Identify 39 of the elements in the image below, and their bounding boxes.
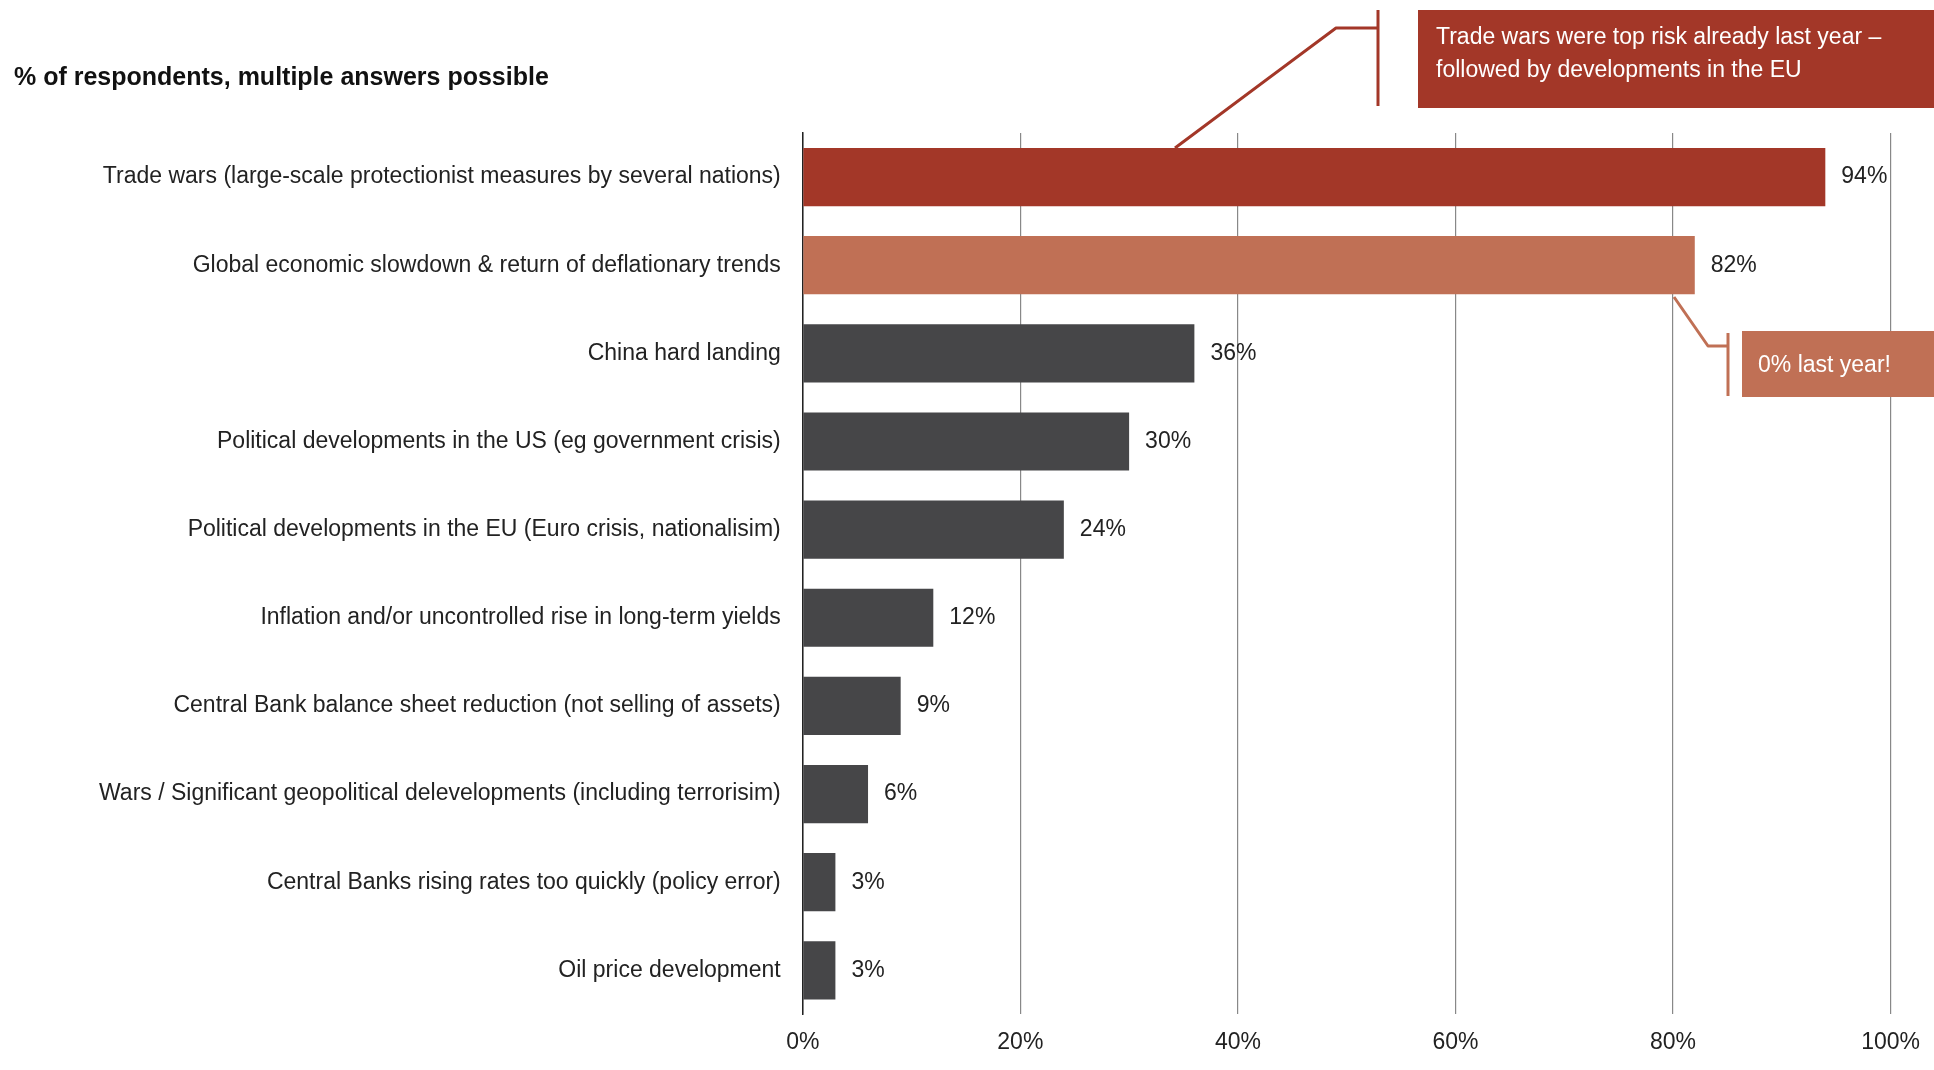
data-label: 3% [851, 955, 885, 982]
bar [803, 764, 869, 824]
data-label: 24% [1079, 514, 1126, 541]
y-tick-label: Global economic slowdown & return of deflationary trends [192, 250, 781, 277]
bar [803, 853, 836, 912]
bar [803, 941, 836, 1000]
y-tick-label: Trade wars (large-scale protectionist measures by several nations) [102, 162, 781, 189]
y-tick-label: Central Bank balance sheet reduction (not selling of assets) [173, 691, 781, 718]
bar [803, 147, 1826, 207]
text: % of respondents, multiple answers possible [14, 61, 549, 90]
x-tick-label: 0% [786, 1027, 820, 1054]
data-label: 94% [1841, 162, 1888, 189]
data-label: 3% [851, 867, 885, 894]
bar [803, 588, 934, 647]
y-tick-label: Central Banks rising rates too quickly (policy error) [266, 867, 781, 894]
y-tick-label: Oil price development [558, 955, 782, 982]
bar [803, 676, 901, 735]
bar [803, 412, 1130, 471]
y-tick-label: Political developments in the US (eg government crisis) [217, 426, 781, 453]
data-label: 30% [1145, 426, 1192, 453]
x-tick-label: 100% [1861, 1027, 1920, 1054]
bar [803, 236, 1695, 295]
x-tick-label: 20% [997, 1027, 1044, 1054]
x-tick-label: 60% [1432, 1027, 1479, 1054]
bar [803, 324, 1195, 383]
y-tick-label: Political developments in the EU (Euro crisis, nationalisim) [187, 514, 781, 541]
text: Trade wars were top risk already last year – followed by developments in the EU [1418, 10, 1934, 108]
y-tick-label: Inflation and/or uncontrolled rise in long-term yields [260, 603, 781, 630]
x-tick-label: 80% [1650, 1027, 1697, 1054]
data-label: 12% [949, 603, 996, 630]
data-label: 36% [1210, 338, 1257, 365]
data-label: 82% [1710, 250, 1757, 277]
x-tick-label: 40% [1214, 1027, 1261, 1054]
data-label: 9% [916, 691, 950, 718]
y-tick-label: Wars / Significant geopolitical delevelopments (including terrorisim) [98, 779, 781, 806]
annotation: 0% last year! [1742, 331, 1934, 397]
y-tick-label: China hard landing [587, 338, 781, 365]
bar [803, 500, 1064, 559]
data-label: 6% [884, 779, 918, 806]
